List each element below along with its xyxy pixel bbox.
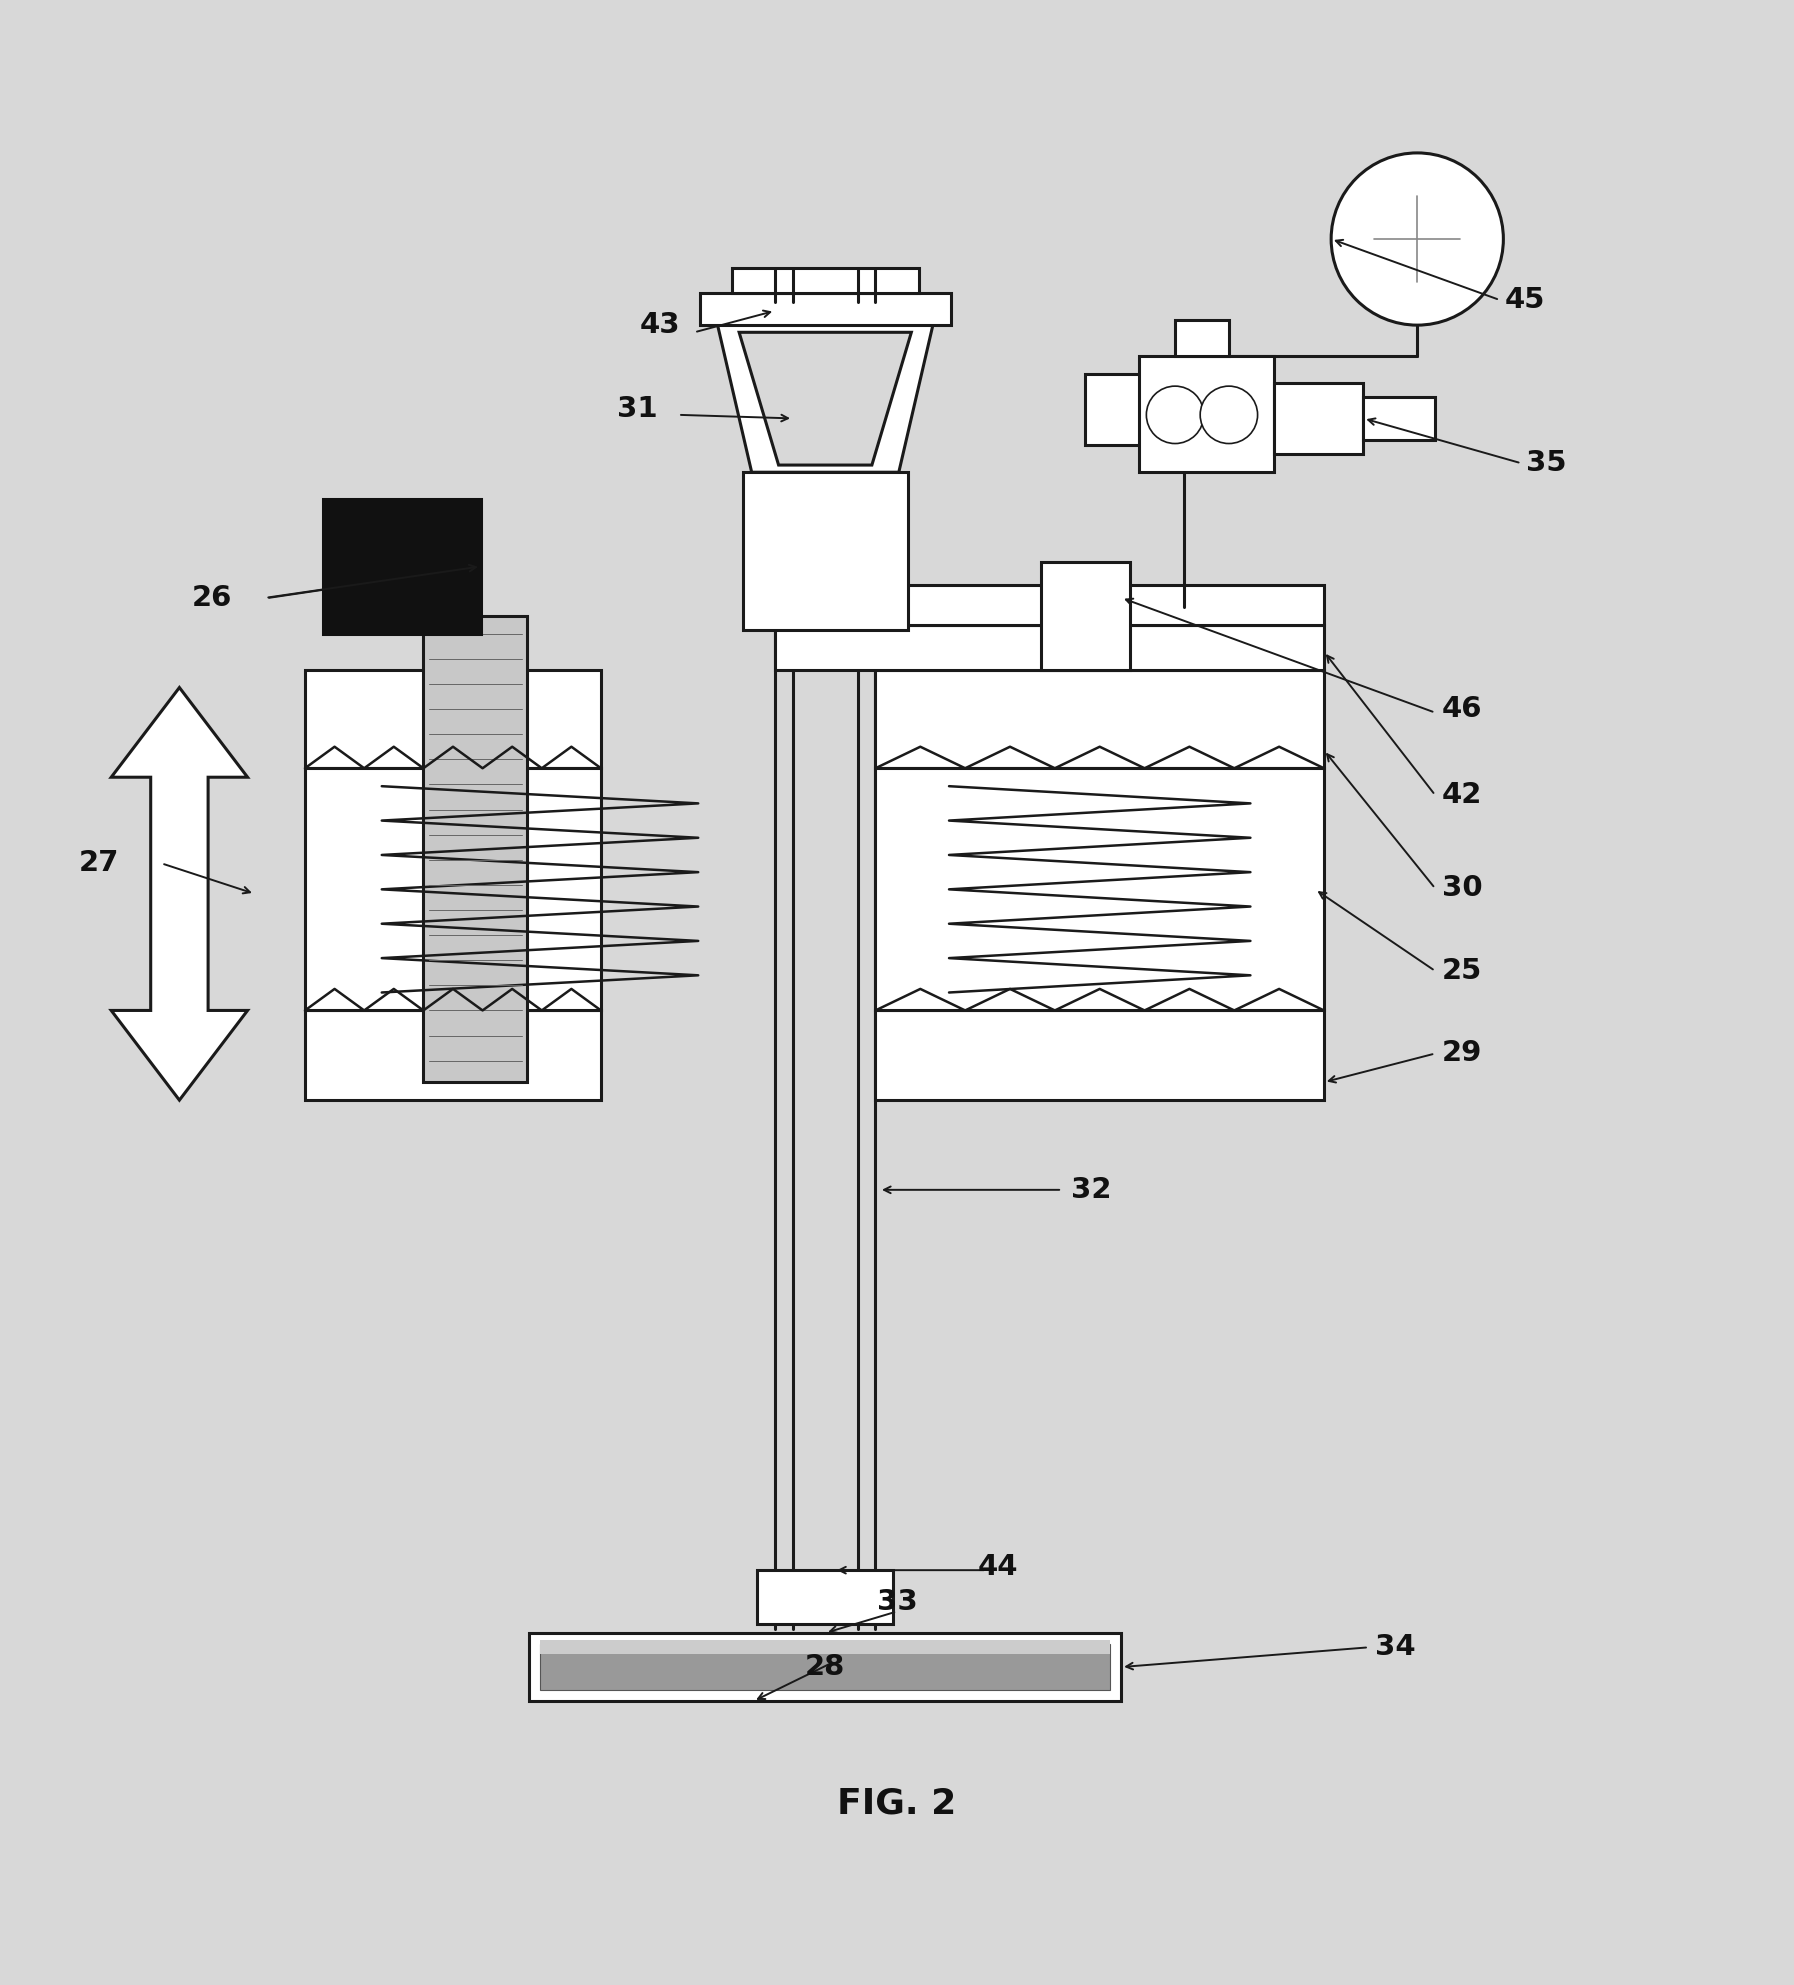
Bar	[757, 1570, 893, 1624]
Text: 31: 31	[617, 395, 657, 423]
Text: 42: 42	[1442, 782, 1482, 810]
Text: 34: 34	[1376, 1634, 1415, 1661]
Text: 26: 26	[192, 584, 231, 611]
Bar	[305, 768, 601, 1010]
Text: 33: 33	[877, 1588, 917, 1616]
Bar	[305, 669, 601, 768]
Text: 44: 44	[978, 1552, 1017, 1580]
Text: 32: 32	[1071, 1175, 1110, 1203]
Bar	[423, 615, 527, 1082]
Bar	[305, 1010, 601, 1100]
Text: 43: 43	[640, 312, 680, 339]
Bar	[529, 1634, 1121, 1701]
Bar	[1363, 397, 1435, 441]
Text: 30: 30	[1442, 875, 1482, 903]
Bar	[1175, 320, 1229, 355]
Bar	[743, 472, 908, 629]
Text: 35: 35	[1527, 449, 1566, 476]
Polygon shape	[739, 331, 911, 464]
Bar	[1274, 383, 1363, 455]
Bar	[875, 1010, 1324, 1100]
Bar	[1085, 373, 1148, 445]
Circle shape	[1200, 387, 1258, 443]
Text: 27: 27	[79, 850, 118, 877]
Bar	[540, 1640, 1110, 1654]
Circle shape	[1146, 387, 1204, 443]
Bar	[775, 586, 1324, 625]
Text: 29: 29	[1442, 1040, 1482, 1068]
Text: 46: 46	[1442, 695, 1482, 723]
Text: 45: 45	[1505, 286, 1545, 314]
Polygon shape	[718, 326, 933, 472]
Text: FIG. 2: FIG. 2	[838, 1786, 956, 1820]
Polygon shape	[111, 687, 248, 1100]
Bar	[1041, 562, 1130, 669]
Bar	[875, 669, 1324, 768]
Text: 28: 28	[806, 1654, 845, 1681]
Bar	[540, 1644, 1110, 1691]
Bar	[1139, 355, 1274, 472]
Bar	[732, 268, 919, 294]
Bar	[323, 498, 481, 633]
Bar	[875, 768, 1324, 1010]
Bar	[700, 294, 951, 326]
Circle shape	[1331, 153, 1503, 326]
Bar	[775, 625, 1324, 669]
Text: 25: 25	[1442, 957, 1482, 985]
